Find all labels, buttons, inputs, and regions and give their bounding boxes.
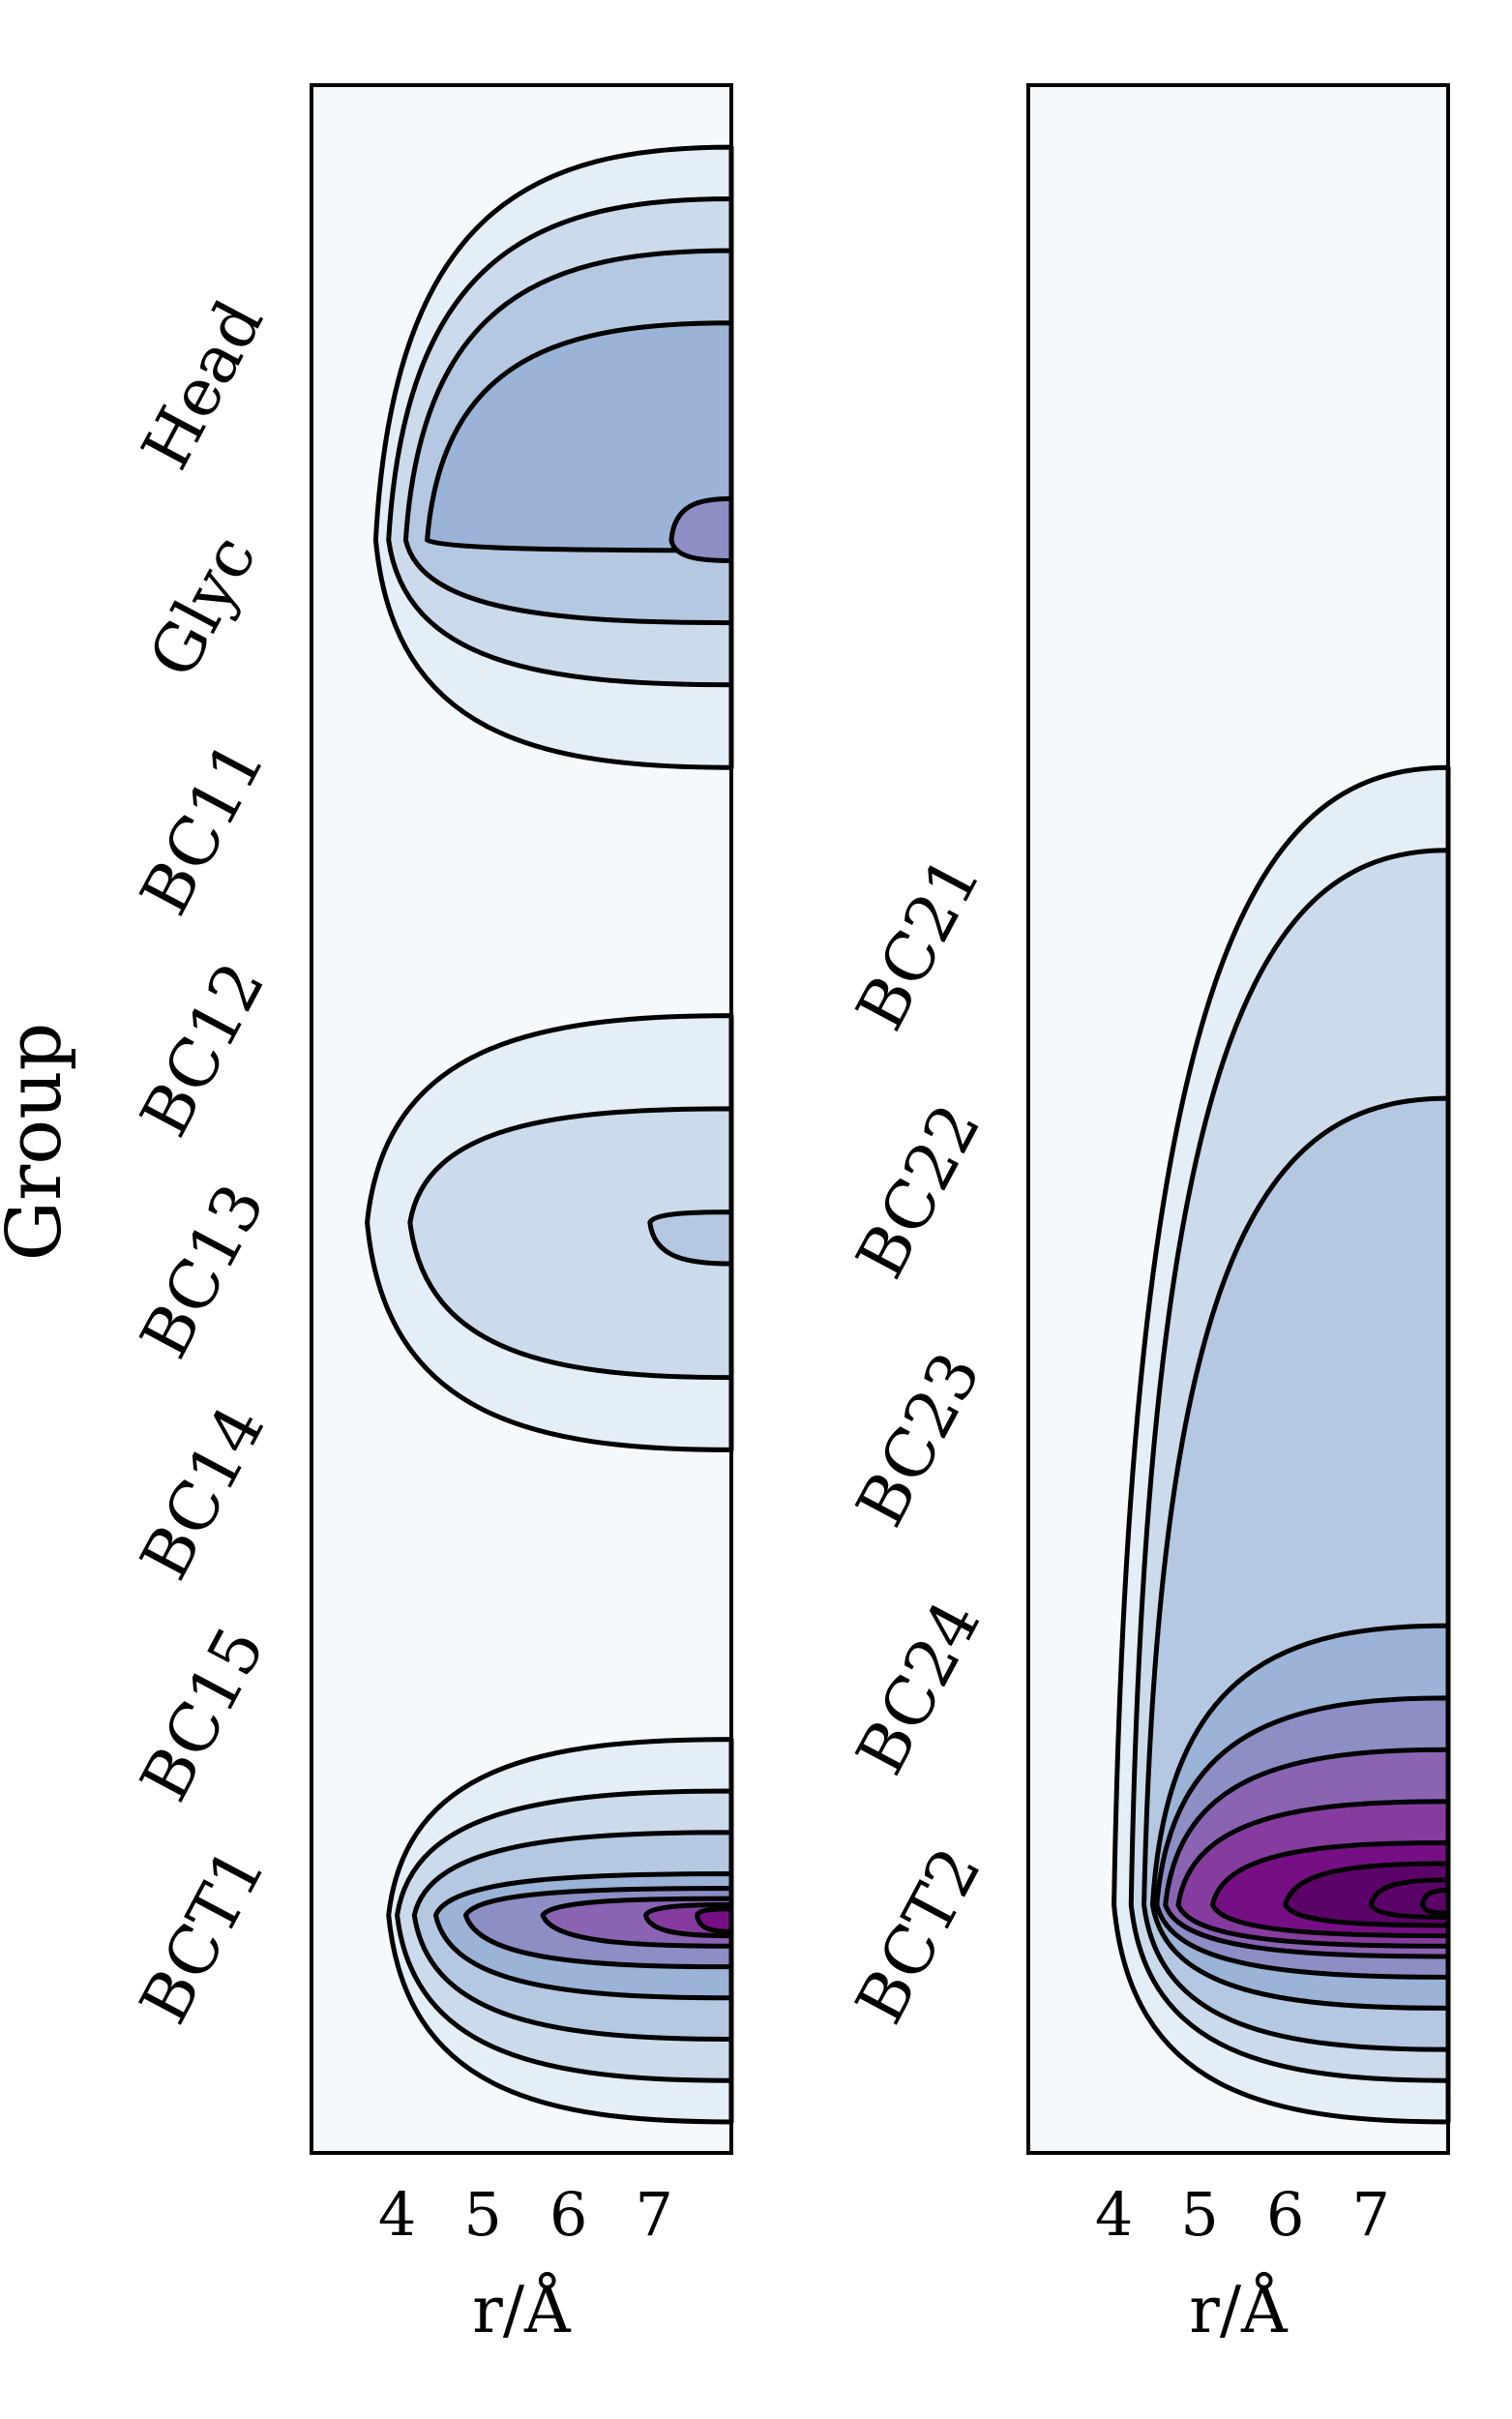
- y-category-label: Head: [128, 288, 279, 481]
- x-tick-label: 4: [378, 2179, 416, 2250]
- y-category-label: BC21: [843, 845, 996, 1043]
- y-category-label: BCT1: [126, 1836, 281, 2036]
- x-axis-label: r/Å: [472, 2273, 572, 2347]
- y-category-label: BC13: [127, 1173, 281, 1371]
- y-category-label: BC22: [843, 1092, 996, 1291]
- y-category-label: BC14: [127, 1393, 281, 1592]
- x-tick-label: 6: [549, 2179, 587, 2250]
- x-tick-label: 7: [1352, 2179, 1390, 2250]
- contour-level-2-3: [647, 1210, 734, 1267]
- contour-level-1-11: [1419, 1888, 1451, 1916]
- plot-frame: [310, 83, 733, 2155]
- x-axis-label: r/Å: [1189, 2273, 1289, 2347]
- contour-level-3-8: [695, 1906, 734, 1934]
- contour-level-1-4: [425, 320, 734, 553]
- y-category-label: BC15: [127, 1615, 281, 1813]
- left-contour-panel: 4 5 6 7 r/Å Head Glyc BC11 BC12 BC13 BC14 BC15 BCT1: [126, 83, 734, 2347]
- y-category-label: BCT2: [842, 1836, 996, 2036]
- x-tick-label: 5: [1180, 2179, 1218, 2250]
- x-tick-label: 5: [463, 2179, 501, 2250]
- y-category-label: Glyc: [134, 523, 271, 690]
- x-tick-label: 7: [636, 2179, 673, 2250]
- x-tick-label: 4: [1095, 2179, 1133, 2250]
- x-tick-label: 6: [1266, 2179, 1304, 2250]
- plot-frame: [1026, 83, 1450, 2155]
- right-contour-panel: 4 5 6 7 r/Å BC21 BC22 BC23 BC24 BCT2: [842, 83, 1451, 2347]
- y-category-label: BC11: [127, 730, 281, 928]
- y-axis-label: Group: [0, 1023, 78, 1262]
- contour-level-2-2: [407, 1106, 734, 1381]
- contour-level-1-5: [668, 495, 734, 564]
- y-category-label: BC12: [127, 951, 281, 1150]
- y-category-label: BC24: [843, 1589, 996, 1787]
- y-category-label: BC23: [843, 1341, 996, 1539]
